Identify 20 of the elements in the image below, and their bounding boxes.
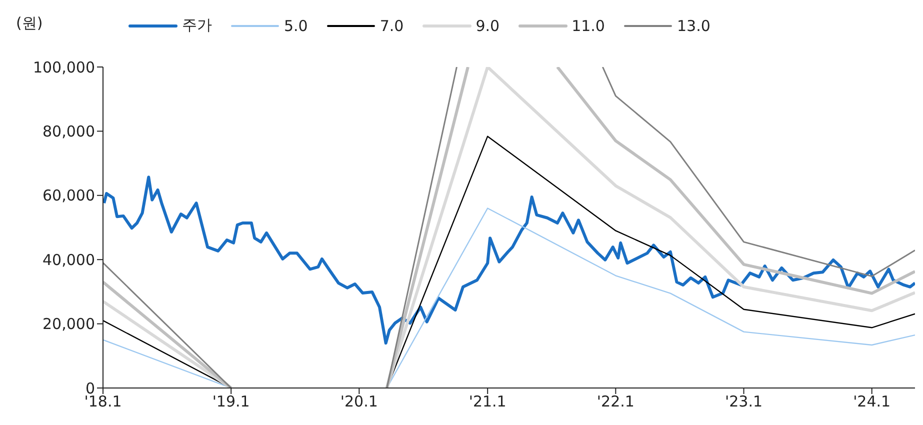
y-axis-title: (원) bbox=[16, 14, 43, 33]
legend-label: 13.0 bbox=[676, 16, 710, 34]
x-tick-label: '18.1 bbox=[84, 392, 122, 411]
legend-label: 11.0 bbox=[572, 16, 605, 34]
y-tick-label: 100,000 bbox=[32, 58, 95, 76]
y-tick-label: 20,000 bbox=[42, 315, 95, 334]
y-tick-label: 60,000 bbox=[42, 186, 95, 205]
legend-label: 5.0 bbox=[284, 16, 308, 34]
y-tick-label: 80,000 bbox=[42, 122, 95, 141]
legend-label: 주가 bbox=[182, 16, 212, 35]
x-tick-label: '22.1 bbox=[596, 392, 634, 411]
line-series bbox=[103, 176, 915, 345]
legend-label: 9.0 bbox=[476, 16, 500, 34]
legend-label: 7.0 bbox=[380, 16, 404, 34]
x-tick-label: '23.1 bbox=[724, 392, 763, 411]
x-tick-label: '21.1 bbox=[468, 392, 506, 411]
y-tick-label: 40,000 bbox=[42, 250, 95, 269]
x-tick-label: '24.1 bbox=[853, 392, 891, 411]
x-tick-label: '20.1 bbox=[340, 392, 378, 411]
x-tick-label: '19.1 bbox=[212, 392, 250, 411]
